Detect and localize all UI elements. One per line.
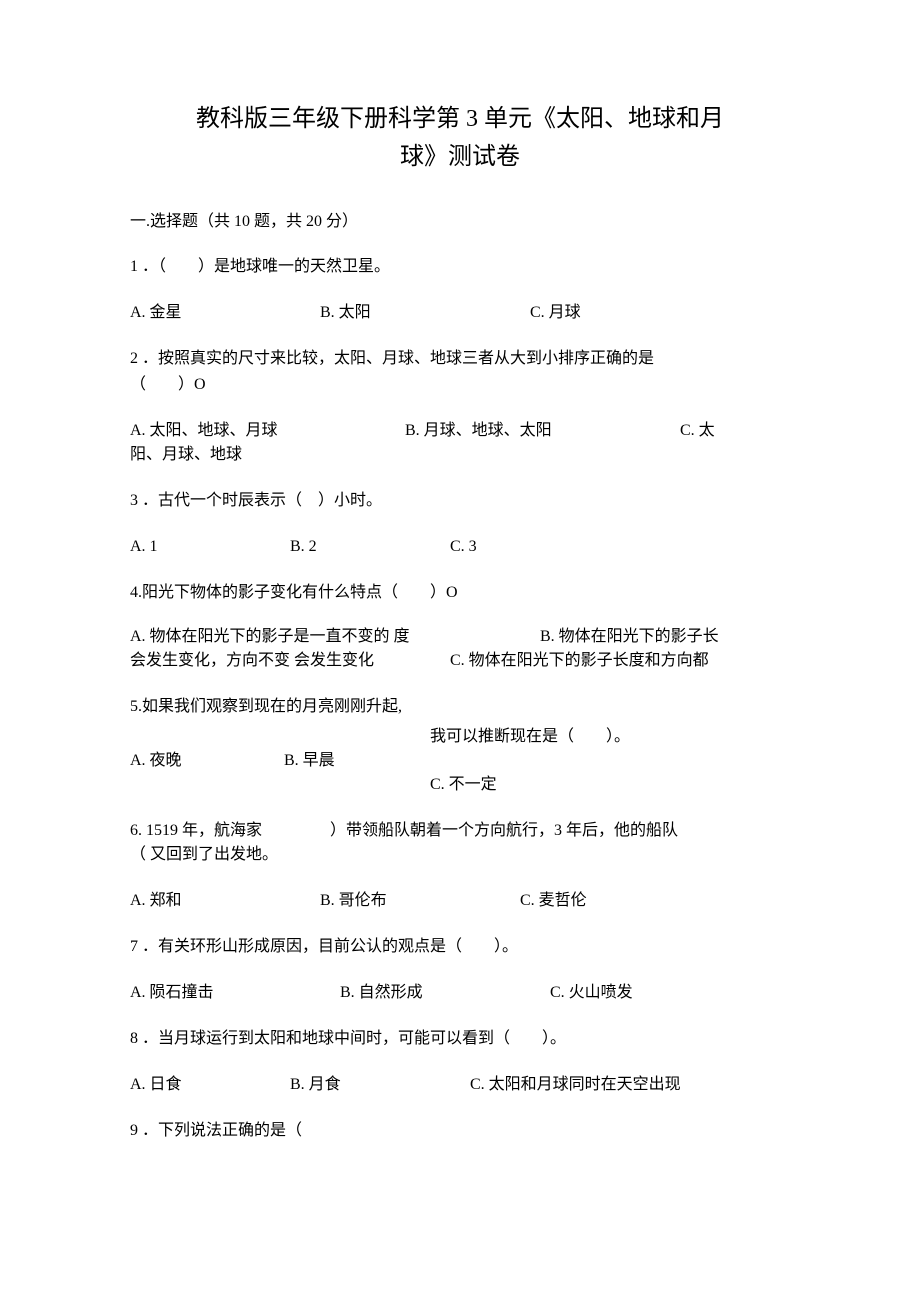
q6-left-2: （ 又回到了出发地。 (130, 843, 278, 867)
q7-option-a: A. 陨石撞击 (130, 981, 340, 1005)
question-9: 9 ．下列说法正确的是（ (130, 1119, 790, 1143)
q3-options: A. 1 B. 2 C. 3 (130, 535, 790, 559)
q2-option-a: A. 太阳、地球、月球 (130, 419, 405, 443)
q1-option-c: C. 月球 (530, 301, 581, 325)
q5-left-col (130, 725, 430, 749)
q5-options-left: A. 夜晚 B. 早晨 (130, 749, 430, 773)
q2-option-b: B. 月球、地球、太阳 (405, 419, 680, 443)
q6-options: A. 郑和 B. 哥伦布 C. 麦哲伦 (130, 889, 790, 913)
q4-options: A. 物体在阳光下的影子是一直不变的 度 B. 物体在阳光下的影子长 会发生变化… (130, 625, 790, 673)
q7-text: 7 ．有关环形山形成原因，目前公认的观点是（ ）。 (130, 935, 790, 959)
q3-option-c: C. 3 (450, 535, 477, 559)
question-4: 4.阳光下物体的影子变化有什么特点（ ）O (130, 581, 790, 605)
q6-option-a: A. 郑和 (130, 889, 320, 913)
q9-text: 9 ．下列说法正确的是（ (130, 1119, 790, 1143)
q6-left-1: 6. 1519 年，航海家 (130, 819, 300, 843)
q3-option-b: B. 2 (290, 535, 450, 559)
q3-option-a: A. 1 (130, 535, 290, 559)
question-3: 3 ．古代一个时辰表示（ ）小时。 A. 1 B. 2 C. 3 (130, 489, 790, 559)
q2-text-2: （ ）O (130, 373, 790, 397)
q5-infer: 我可以推断现在是（ ）。 (430, 725, 630, 749)
q1-option-b: B. 太阳 (320, 301, 530, 325)
q6-right-1: ）带领船队朝着一个方向航行，3 年后，他的船队 (300, 819, 678, 843)
q1-options: A. 金星 B. 太阳 C. 月球 (130, 301, 790, 325)
q8-option-a: A. 日食 (130, 1073, 290, 1097)
q5-left-empty (130, 773, 430, 797)
q5-option-b: B. 早晨 (284, 749, 335, 773)
q3-text: 3 ．古代一个时辰表示（ ）小时。 (130, 489, 790, 513)
q1-text: 1 ．（ ）是地球唯一的天然卫星。 (130, 255, 790, 279)
question-5: 5.如果我们观察到现在的月亮刚刚升起, 我可以推断现在是（ ）。 A. 夜晚 B… (130, 695, 790, 797)
q8-option-c: C. 太阳和月球同时在天空出现 (470, 1073, 681, 1097)
q4-option-a: A. 物体在阳光下的影子是一直不变的 度 (130, 625, 540, 649)
q5-option-a: A. 夜晚 (130, 749, 280, 773)
q8-text: 8 ．当月球运行到太阳和地球中间时，可能可以看到（ ）。 (130, 1027, 790, 1051)
q1-option-a: A. 金星 (130, 301, 320, 325)
question-6: 6. 1519 年，航海家 ）带领船队朝着一个方向航行，3 年后，他的船队 （ … (130, 819, 790, 913)
q2-text-1: 2 ．按照真实的尺寸来比较，太阳、月球、地球三者从大到小排序正确的是 (130, 347, 790, 371)
q2-option-c: C. 太 (680, 419, 715, 443)
q6-text-row2: （ 又回到了出发地。 (130, 843, 790, 867)
q5-option-c: C. 不一定 (430, 773, 497, 797)
document-title: 教科版三年级下册科学第 3 单元《太阳、地球和月 球》测试卷 (130, 100, 790, 177)
q6-option-c: C. 麦哲伦 (520, 889, 587, 913)
q7-option-b: B. 自然形成 (340, 981, 550, 1005)
q8-option-b: B. 月食 (290, 1073, 470, 1097)
title-line-1: 教科版三年级下册科学第 3 单元《太阳、地球和月 (196, 106, 724, 132)
q4-option-c: C. 物体在阳光下的影子长度和方向都 (450, 649, 709, 673)
section-header: 一.选择题（共 10 题，共 20 分） (130, 207, 790, 231)
q7-options: A. 陨石撞击 B. 自然形成 C. 火山喷发 (130, 981, 790, 1005)
q2-option-c-cont: 阳、月球、地球 (130, 443, 790, 467)
q4-option-b: B. 物体在阳光下的影子长 (540, 625, 719, 649)
q6-text-row1: 6. 1519 年，航海家 ）带领船队朝着一个方向航行，3 年后，他的船队 (130, 819, 790, 843)
q5-text: 5.如果我们观察到现在的月亮刚刚升起, (130, 695, 790, 719)
q6-option-b: B. 哥伦布 (320, 889, 520, 913)
question-8: 8 ．当月球运行到太阳和地球中间时，可能可以看到（ ）。 A. 日食 B. 月食… (130, 1027, 790, 1097)
q2-options: A. 太阳、地球、月球 B. 月球、地球、太阳 C. 太 阳、月球、地球 (130, 419, 790, 467)
question-1: 1 ．（ ）是地球唯一的天然卫星。 A. 金星 B. 太阳 C. 月球 (130, 255, 790, 325)
question-7: 7 ．有关环形山形成原因，目前公认的观点是（ ）。 A. 陨石撞击 B. 自然形… (130, 935, 790, 1005)
title-line-2: 球》测试卷 (400, 144, 520, 170)
q8-options: A. 日食 B. 月食 C. 太阳和月球同时在天空出现 (130, 1073, 790, 1097)
question-2: 2 ．按照真实的尺寸来比较，太阳、月球、地球三者从大到小排序正确的是 （ ）O … (130, 347, 790, 467)
q4-line2-left: 会发生变化，方向不变 会发生变化 (130, 649, 450, 673)
q7-option-c: C. 火山喷发 (550, 981, 633, 1005)
q4-text: 4.阳光下物体的影子变化有什么特点（ ）O (130, 581, 790, 605)
